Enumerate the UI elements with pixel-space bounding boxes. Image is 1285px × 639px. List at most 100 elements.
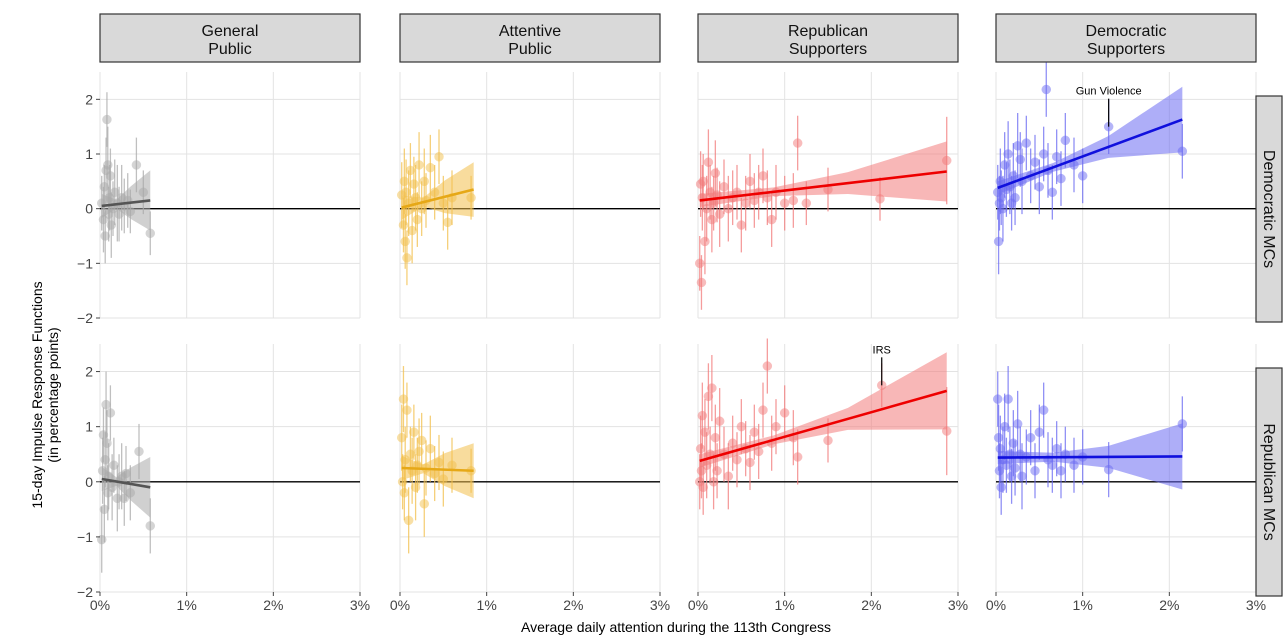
data-point [779, 198, 790, 208]
data-point [698, 482, 708, 493]
data-point [1010, 192, 1020, 203]
data-point [696, 277, 707, 288]
strip-box [399, 13, 661, 63]
data-point [447, 460, 457, 470]
regression-line [699, 389, 948, 463]
data-point [707, 383, 717, 393]
data-point [405, 165, 416, 176]
confidence-band [997, 86, 1183, 195]
data-point [109, 187, 120, 198]
data-point [771, 421, 781, 432]
data-point [762, 361, 773, 371]
data-point [710, 432, 721, 443]
data-point [402, 405, 412, 415]
x-tick-label: 2% [1159, 597, 1179, 613]
data-point [1103, 464, 1114, 475]
data-point [1051, 151, 1062, 162]
data-point [125, 488, 136, 498]
data-point [694, 258, 705, 269]
data-point [740, 198, 751, 208]
x-tick-label: 1% [775, 597, 795, 613]
row-strip-1: Republican MCs [1255, 367, 1283, 597]
data-point [697, 410, 708, 421]
column-strip-label: Public [508, 41, 552, 58]
confidence-band [699, 352, 947, 468]
data-point [438, 198, 449, 208]
data-point [1047, 187, 1058, 198]
data-point [405, 449, 416, 459]
data-point [996, 192, 1006, 203]
confidence-band [101, 456, 151, 518]
data-point [994, 466, 1005, 476]
x-tick-label: 0% [688, 597, 708, 613]
data-point [98, 430, 109, 440]
data-point [736, 421, 747, 432]
data-point [97, 466, 108, 476]
y-tick-label: −1 [77, 255, 93, 271]
data-point [1038, 149, 1049, 159]
data-point [416, 435, 427, 446]
x-tick-label: 3% [1246, 597, 1266, 613]
data-point [710, 168, 721, 178]
y-tick-label: 2 [85, 91, 93, 107]
data-point [999, 160, 1010, 170]
x-tick-label: 0% [90, 597, 110, 613]
data-point [412, 214, 423, 225]
data-point [941, 426, 952, 436]
data-point [766, 214, 777, 225]
data-point [398, 394, 409, 404]
data-point [1041, 84, 1052, 95]
data-point [107, 482, 117, 493]
data-point [700, 236, 710, 247]
row-strip-0: Democratic MCs [1255, 95, 1283, 323]
regression-line [997, 118, 1183, 190]
y-tick-label: 0 [85, 474, 93, 490]
x-tick-label: 2% [263, 597, 283, 613]
data-point [121, 468, 131, 479]
data-point [1021, 138, 1032, 148]
data-point [723, 471, 734, 482]
data-point [419, 499, 430, 509]
data-point [1047, 460, 1058, 470]
x-tick-label: 0% [986, 597, 1006, 613]
data-point [779, 408, 790, 418]
annotation-label: Gun Violence [1076, 86, 1142, 98]
data-point [429, 187, 440, 198]
data-point [719, 182, 729, 192]
data-point [1056, 466, 1066, 476]
regression-line [401, 188, 474, 209]
data-point [801, 198, 812, 208]
column-strip-label: Attentive [499, 23, 561, 40]
data-point [419, 176, 430, 187]
strip-box [99, 13, 361, 63]
data-point [434, 151, 444, 162]
data-point [792, 452, 803, 462]
data-point [723, 203, 734, 214]
column-strip-label: General [202, 23, 259, 40]
data-point [703, 391, 714, 402]
y-tick-label: 1 [85, 146, 93, 162]
data-point [100, 231, 110, 241]
data-point [399, 176, 410, 187]
panel-r1-c1: 0% 1% 2% 3% [390, 344, 670, 613]
data-point [425, 162, 436, 173]
data-point [1077, 171, 1088, 181]
data-point [745, 457, 755, 468]
data-point [1025, 432, 1036, 443]
data-point [403, 515, 414, 526]
data-point [400, 236, 410, 247]
x-tick-label: 0% [390, 597, 410, 613]
row-strip-label: Republican MCs [1260, 423, 1277, 540]
data-point [736, 220, 747, 230]
data-point [145, 228, 156, 239]
panel-r0-c3: Gun Violence [992, 62, 1257, 319]
data-point [399, 488, 410, 498]
strip-box [697, 13, 959, 63]
data-point [1012, 419, 1023, 429]
data-point [996, 482, 1006, 493]
